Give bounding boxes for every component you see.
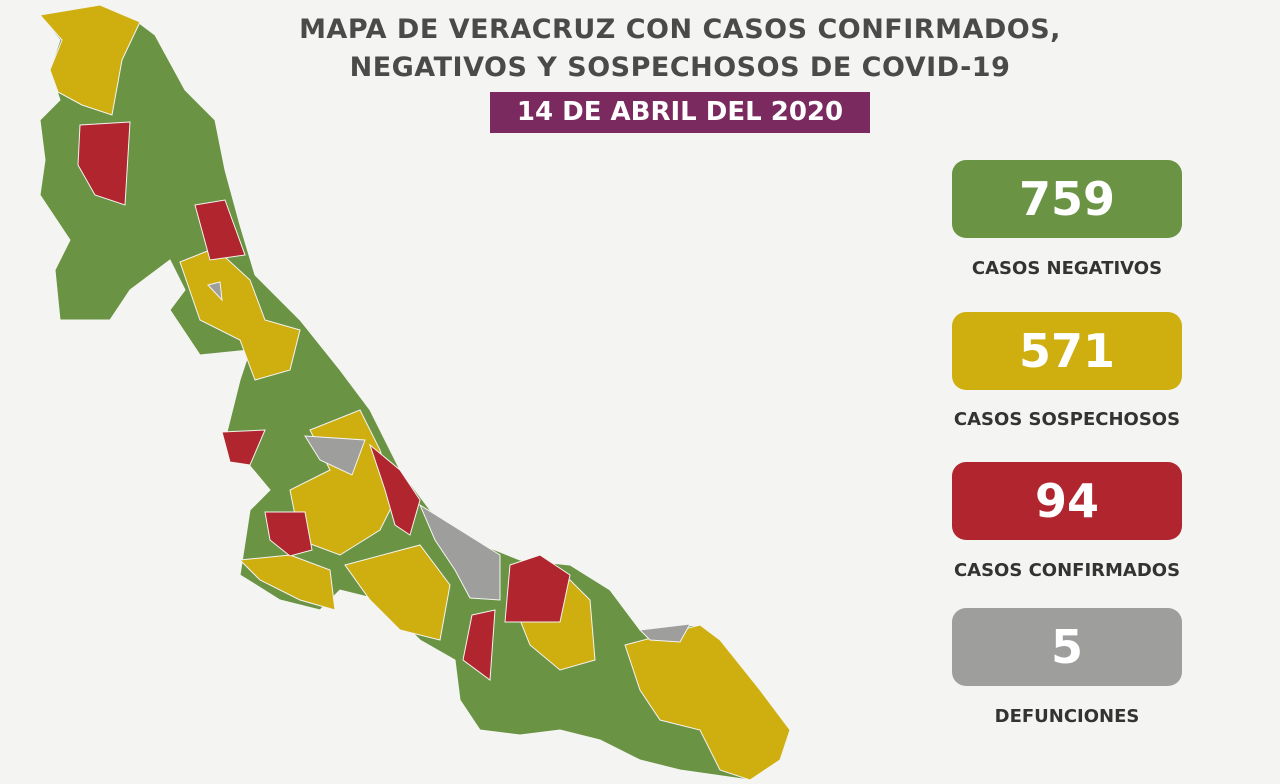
title-line: MAPA DE VERACRUZ CON CASOS CONFIRMADOS, xyxy=(299,14,1061,45)
region-suspect xyxy=(344,544,451,641)
region-suspect xyxy=(289,409,396,556)
region-confirmed xyxy=(194,199,246,261)
stat-value: 759 xyxy=(952,160,1182,238)
region-suspect xyxy=(179,247,301,381)
stat-value: 5 xyxy=(952,608,1182,686)
date-banner: 14 DE ABRIL DEL 2020 xyxy=(490,92,870,133)
title-line: NEGATIVOS Y SOSPECHOSOS DE COVID-19 xyxy=(349,52,1011,83)
stat-label: DEFUNCIONES xyxy=(994,706,1140,727)
stat-label: CASOS NEGATIVOS xyxy=(971,258,1163,279)
stat-label: CASOS SOSPECHOSOS xyxy=(953,409,1181,430)
veracruz-map xyxy=(39,4,791,781)
region-deaths xyxy=(418,503,501,601)
region-deaths xyxy=(304,435,366,476)
stat-value: 94 xyxy=(952,462,1182,540)
region-confirmed xyxy=(504,554,571,623)
stat-label: CASOS CONFIRMADOS xyxy=(953,560,1181,581)
region-suspect xyxy=(519,579,596,671)
region-negative xyxy=(39,4,791,781)
region-deaths xyxy=(207,281,223,302)
region-confirmed xyxy=(264,511,313,557)
region-deaths xyxy=(638,623,691,643)
region-confirmed xyxy=(221,429,266,466)
region-confirmed xyxy=(462,609,496,681)
region-confirmed xyxy=(368,443,421,536)
region-suspect xyxy=(39,4,141,116)
stat-value: 571 xyxy=(952,312,1182,390)
region-suspect xyxy=(624,624,791,781)
region-confirmed xyxy=(77,121,131,206)
